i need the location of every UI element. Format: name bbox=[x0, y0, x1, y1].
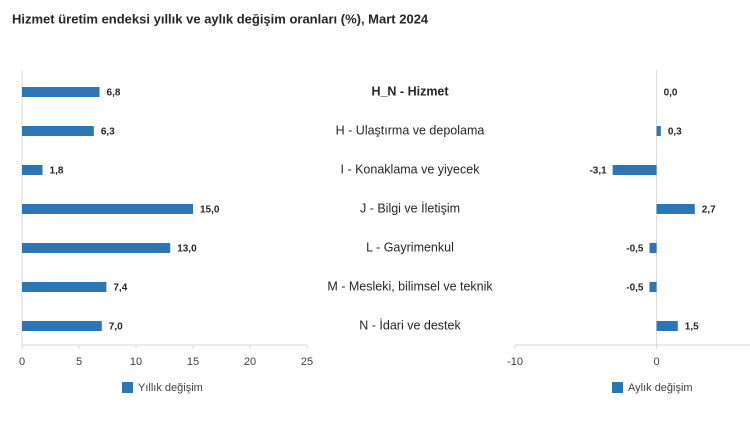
category-label: L - Gayrimenkul bbox=[366, 240, 454, 254]
bar bbox=[612, 165, 657, 175]
x-tick-label: 0 bbox=[19, 356, 25, 368]
bar bbox=[656, 204, 695, 214]
value-label: 1,8 bbox=[50, 166, 64, 177]
value-label: -3,1 bbox=[589, 166, 607, 177]
x-tick-label: 15 bbox=[187, 356, 199, 368]
x-tick-label: 5 bbox=[76, 356, 82, 368]
category-label: J - Bilgi ve İletişim bbox=[360, 201, 460, 215]
value-label: 7,0 bbox=[109, 322, 123, 333]
x-tick-label: 0 bbox=[654, 356, 660, 368]
value-label: -0,5 bbox=[626, 244, 644, 255]
bar bbox=[649, 282, 657, 292]
chart-title: Hizmet üretim endeksi yıllık ve aylık de… bbox=[12, 11, 429, 26]
category-label: H - Ulaştırma ve depolama bbox=[336, 123, 485, 137]
category-label: I - Konaklama ve yiyecek bbox=[341, 162, 481, 176]
value-label: 0,0 bbox=[664, 88, 678, 99]
value-label: 6,8 bbox=[107, 88, 121, 99]
category-label: H_N - Hizmet bbox=[371, 84, 449, 98]
x-tick-label: 10 bbox=[130, 356, 142, 368]
value-label: 2,7 bbox=[702, 205, 716, 216]
category-label: N - İdari ve destek bbox=[359, 318, 461, 332]
x-tick-label: -10 bbox=[507, 356, 523, 368]
value-label: 7,4 bbox=[113, 283, 127, 294]
legend-swatch bbox=[122, 382, 133, 393]
bar bbox=[656, 126, 661, 136]
value-label: 15,0 bbox=[200, 205, 220, 216]
bar bbox=[656, 321, 678, 331]
legend-label: Yıllık değişim bbox=[138, 382, 203, 394]
bar bbox=[22, 165, 43, 175]
bar bbox=[22, 204, 193, 214]
bar bbox=[22, 87, 100, 97]
value-label: 6,3 bbox=[101, 127, 115, 138]
bar bbox=[22, 321, 102, 331]
value-label: -0,5 bbox=[626, 283, 644, 294]
category-label: M - Mesleki, bilimsel ve teknik bbox=[327, 279, 493, 293]
bar bbox=[649, 243, 657, 253]
value-label: 1,5 bbox=[685, 322, 699, 333]
legend-label: Aylık değişim bbox=[628, 382, 693, 394]
value-label: 13,0 bbox=[177, 244, 197, 255]
x-tick-label: 20 bbox=[244, 356, 256, 368]
legend-swatch bbox=[612, 382, 623, 393]
value-label: 0,3 bbox=[668, 127, 682, 138]
bar bbox=[22, 282, 107, 292]
bar bbox=[22, 126, 94, 136]
bar bbox=[22, 243, 171, 253]
x-tick-label: 25 bbox=[301, 356, 313, 368]
